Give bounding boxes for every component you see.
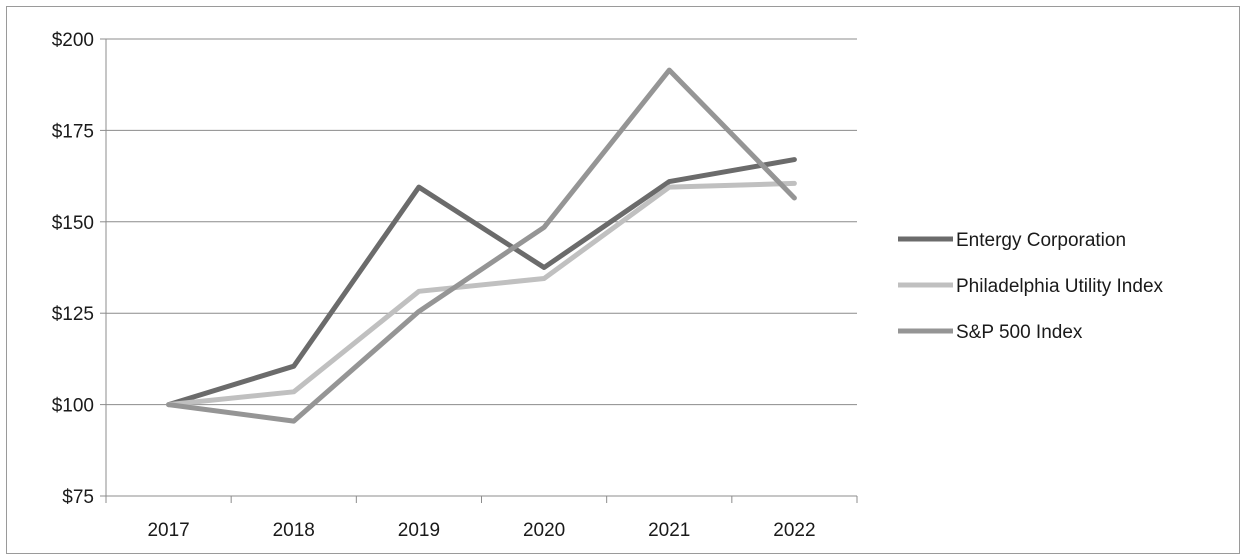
y-tick-label: $175 [52, 121, 94, 142]
y-tick-label: $150 [52, 213, 94, 234]
x-tick-label: 2021 [648, 520, 690, 541]
series-line-sp500 [166, 67, 797, 424]
x-tick-label: 2019 [398, 520, 440, 541]
x-tick-label: 2018 [273, 520, 315, 541]
gridlines [106, 38, 857, 406]
axes [100, 38, 858, 503]
y-tick-label: $75 [62, 487, 94, 508]
x-tick-label: 2022 [773, 520, 815, 541]
y-tick-label: $100 [52, 396, 94, 417]
legend-label-philadelphia-utility: Philadelphia Utility Index [956, 276, 1164, 297]
y-tick-label: $125 [52, 304, 94, 325]
legend: Entergy Corporation Philadelphia Utility… [898, 230, 1164, 343]
y-tick-labels: $75 $100 $125 $150 $175 $200 [52, 30, 94, 508]
y-tick-label: $200 [52, 30, 94, 51]
series-line-philadelphia-utility [166, 180, 797, 408]
x-tick-label: 2017 [147, 520, 189, 541]
x-tick-label: 2020 [523, 520, 565, 541]
legend-label-entergy: Entergy Corporation [956, 230, 1126, 251]
x-tick-labels: 2017 2018 2019 2020 2021 2022 [147, 520, 815, 541]
series-lines [166, 67, 797, 424]
legend-label-sp500: S&P 500 Index [956, 322, 1083, 343]
series-line-entergy [166, 157, 797, 408]
chart-frame [6, 6, 1240, 554]
